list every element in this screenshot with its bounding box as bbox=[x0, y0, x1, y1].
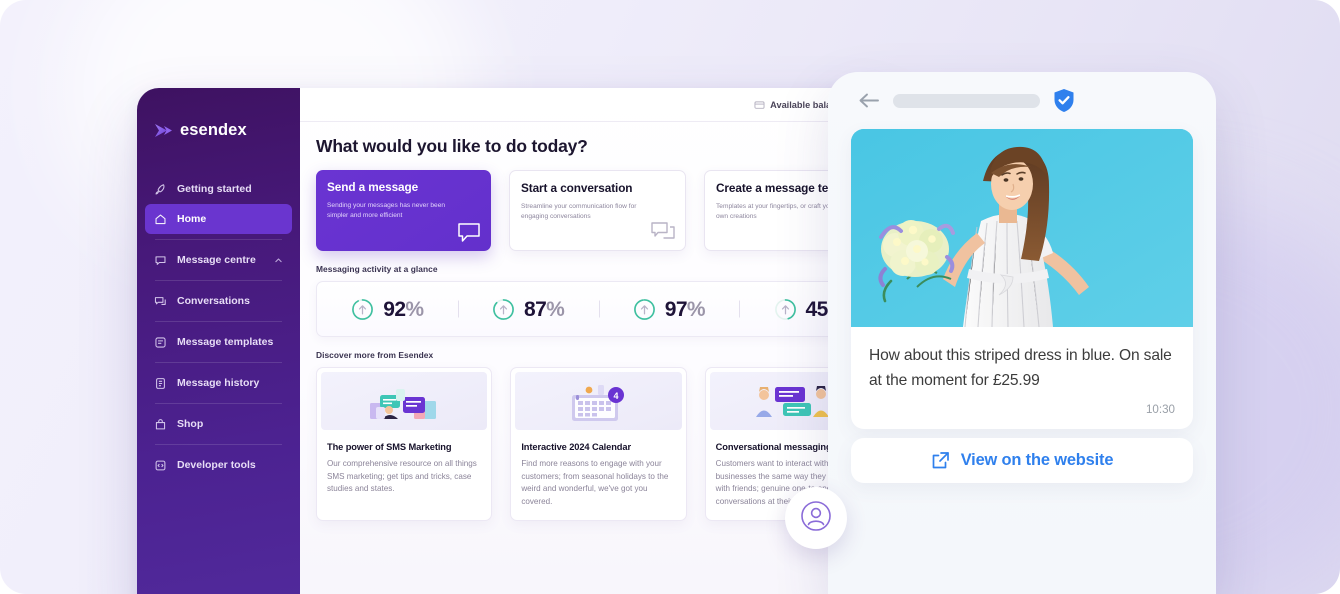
external-link-icon bbox=[931, 451, 950, 470]
discover-card[interactable]: The power of SMS Marketing Our comprehen… bbox=[316, 367, 493, 522]
dashboard-window: esendex Getting started bbox=[137, 88, 897, 594]
top-bar: Available balance: £993 · bbox=[300, 88, 897, 122]
sidebar-item-message-templates[interactable]: Message templates bbox=[145, 327, 292, 357]
rocket-icon bbox=[154, 183, 167, 196]
sidebar-divider bbox=[155, 321, 282, 322]
sidebar-item-developer-tools[interactable]: Developer tools bbox=[145, 450, 292, 480]
contact-name-placeholder bbox=[893, 93, 1040, 108]
action-card-desc: Templates at your fingertips, or craft y… bbox=[716, 203, 836, 221]
sidebar-item-conversations[interactable]: Conversations bbox=[145, 286, 292, 316]
discover-card-body: Conversational messaging Customers want … bbox=[706, 434, 880, 520]
available-balance-label: Available balance: £993 bbox=[770, 99, 873, 110]
sidebar-item-shop[interactable]: Shop bbox=[145, 409, 292, 439]
arrow-up-ring-icon bbox=[633, 298, 656, 321]
sidebar: esendex Getting started bbox=[137, 88, 300, 594]
user-avatar-fab[interactable] bbox=[785, 487, 847, 549]
discover-card-desc: Find more reasons to engage with your cu… bbox=[521, 459, 669, 506]
wallet-icon bbox=[754, 100, 765, 110]
action-card-title: Send a message bbox=[327, 180, 419, 194]
stat-item[interactable]: 87% bbox=[458, 298, 599, 321]
stat-value: 97% bbox=[664, 297, 706, 321]
discover-card-title: Conversational messaging bbox=[715, 442, 832, 452]
message-bubble-card: How about this striped dress in blue. On… bbox=[851, 129, 1193, 429]
home-icon bbox=[154, 213, 167, 226]
action-card-desc: Sending your messages has never been sim… bbox=[327, 202, 446, 220]
action-card-send-a-message[interactable]: Send a message Sending your messages has… bbox=[316, 170, 491, 251]
action-card-start-a-conversation[interactable]: Start a conversation Streamline your com… bbox=[509, 170, 686, 251]
discover-card-title: The power of SMS Marketing bbox=[327, 442, 452, 452]
brand-logo[interactable]: esendex bbox=[137, 108, 300, 144]
message-timestamp: 10:30 bbox=[1145, 402, 1175, 416]
stat-item[interactable]: 92% bbox=[317, 298, 458, 321]
sidebar-divider bbox=[155, 362, 282, 363]
discover-card-title: Interactive 2024 Calendar bbox=[521, 442, 631, 452]
sidebar-item-label: Shop bbox=[177, 418, 204, 430]
arrow-left-icon[interactable] bbox=[858, 92, 880, 109]
esendex-chevron-logo-icon bbox=[154, 122, 173, 139]
sidebar-item-message-centre[interactable]: Message centre bbox=[145, 245, 292, 275]
available-balance[interactable]: Available balance: £993 bbox=[754, 100, 873, 110]
arrow-up-ring-icon bbox=[492, 298, 515, 321]
discover-card-desc: Customers want to interact with business… bbox=[715, 459, 855, 506]
discover-card[interactable]: 4 Interactive 2024 Calendar Find more re… bbox=[510, 367, 687, 522]
sidebar-divider bbox=[155, 444, 282, 445]
action-card-row: Send a message Sending your messages has… bbox=[316, 170, 881, 251]
discover-section-label: Discover more from Esendex bbox=[316, 350, 434, 360]
sidebar-item-message-history[interactable]: Message history bbox=[145, 368, 292, 398]
discover-card-body: Interactive 2024 Calendar Find more reas… bbox=[511, 434, 685, 520]
sidebar-item-getting-started[interactable]: Getting started bbox=[145, 174, 292, 204]
sidebar-divider bbox=[155, 280, 282, 281]
stats-panel: 92% 87% bbox=[316, 281, 881, 337]
sidebar-item-label: Message templates bbox=[177, 336, 274, 348]
sidebar-item-label: Conversations bbox=[177, 295, 250, 307]
svg-text:4: 4 bbox=[614, 391, 619, 401]
brand-name: esendex bbox=[180, 120, 247, 139]
sidebar-item-label: Message centre bbox=[177, 254, 256, 266]
arrow-up-ring-icon bbox=[351, 298, 374, 321]
arrow-up-ring-icon bbox=[774, 298, 797, 321]
sidebar-item-label: Home bbox=[177, 213, 207, 225]
sms-marketing-illustration-icon bbox=[321, 372, 488, 430]
sidebar-item-label: Getting started bbox=[177, 183, 252, 195]
phone-mockup: How about this striped dress in blue. On… bbox=[828, 72, 1216, 594]
user-circle-icon bbox=[798, 498, 834, 539]
speech-bubble-icon bbox=[456, 221, 482, 244]
message-square-icon bbox=[154, 254, 167, 267]
shop-bag-icon bbox=[154, 418, 167, 431]
discover-card-desc: Our comprehensive resource on all things… bbox=[327, 459, 477, 494]
verified-shield-icon bbox=[1053, 88, 1075, 113]
view-on-website-button[interactable]: View on the website bbox=[851, 437, 1193, 483]
calendar-illustration-icon: 4 bbox=[515, 372, 682, 430]
discover-card-body: The power of SMS Marketing Our comprehen… bbox=[317, 434, 491, 508]
stat-value: 87% bbox=[524, 297, 565, 321]
sidebar-item-label: Message history bbox=[177, 377, 260, 389]
sidebar-divider bbox=[155, 403, 282, 404]
sidebar-item-label: Developer tools bbox=[177, 459, 256, 471]
sidebar-divider bbox=[155, 239, 282, 240]
developer-tools-icon bbox=[154, 459, 167, 472]
action-card-desc: Streamline your communication flow for e… bbox=[521, 203, 637, 221]
stat-item[interactable]: 97% bbox=[599, 298, 740, 321]
chevron-up-icon[interactable] bbox=[274, 256, 283, 265]
stats-section-label: Messaging activity at a glance bbox=[316, 264, 438, 274]
stat-value: 92% bbox=[383, 297, 424, 321]
page-body: What would you like to do today? Send a … bbox=[300, 122, 897, 522]
view-on-website-label: View on the website bbox=[960, 450, 1114, 469]
conversations-icon bbox=[154, 295, 167, 308]
phone-chat-header bbox=[851, 72, 1193, 129]
sidebar-item-home[interactable]: Home bbox=[145, 204, 292, 234]
message-text: How about this striped dress in blue. On… bbox=[869, 347, 1172, 389]
two-bubbles-icon bbox=[650, 220, 676, 243]
action-card-title: Start a conversation bbox=[521, 181, 633, 195]
sidebar-nav: Getting started Home bbox=[137, 174, 300, 480]
woman-holding-bouquet-photo bbox=[851, 129, 1193, 327]
history-icon bbox=[154, 377, 167, 390]
templates-icon bbox=[154, 336, 167, 349]
page-title: What would you like to do today? bbox=[316, 136, 588, 156]
